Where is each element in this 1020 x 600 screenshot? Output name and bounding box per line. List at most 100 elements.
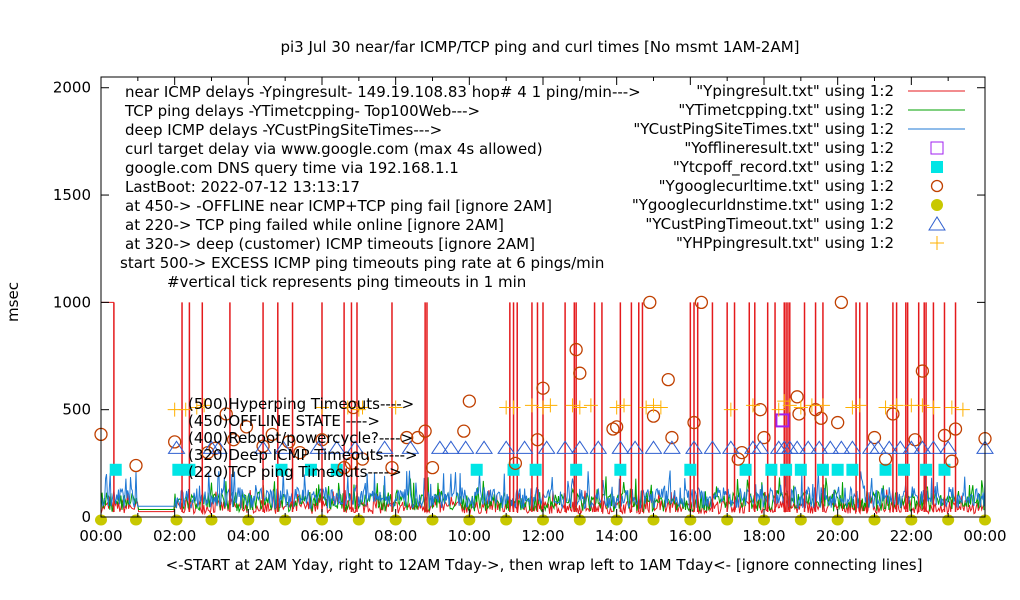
dns-time-point xyxy=(129,514,142,526)
curl-time-point xyxy=(757,430,771,445)
cust-ping-timeout-point xyxy=(626,440,645,454)
hyperping-point xyxy=(506,400,521,415)
tcp-timeout-point xyxy=(275,463,288,476)
hyperping-point xyxy=(340,400,355,415)
legend-label: "Ygooglecurltime.txt" using 1:2 xyxy=(659,177,894,195)
hyperping-point xyxy=(572,400,587,415)
cust-ping-timeout-point xyxy=(346,440,365,454)
cust-ping-timeout-point xyxy=(869,440,888,454)
curl-time-point xyxy=(337,460,351,475)
hyperping-point xyxy=(639,400,654,415)
y-tick-label: 2000 xyxy=(53,79,91,97)
annotation-text: at 450-> -OFFLINE near ICMP+TCP ping fai… xyxy=(125,197,552,215)
hyperping-point xyxy=(646,398,661,413)
cust-ping-timeout-point xyxy=(751,440,770,454)
cust-ping-timeout-point xyxy=(810,440,829,454)
inline-labels: (500)Hyperping Timeouts---->(450)OFFLINE… xyxy=(188,395,418,481)
cust-ping-timeout-point xyxy=(430,440,449,454)
hyperping-point xyxy=(944,400,959,415)
annotation-text: near ICMP delays -Ypingresult- 149.19.10… xyxy=(125,83,641,101)
tcp-timeout-point xyxy=(109,463,122,476)
annotation-text: TCP ping delays -YTimetcpping- Top100Web… xyxy=(124,102,480,120)
x-tick-label: 22:00 xyxy=(890,527,933,545)
inline-label: (450)OFFLINE STATE ----> xyxy=(188,412,380,430)
cust-ping-timeout-point xyxy=(570,440,589,454)
y-tick-label: 0 xyxy=(81,508,91,526)
curl-time-point xyxy=(915,364,930,378)
cust-ping-timeout-point xyxy=(456,440,475,454)
cust-ping-timeout-point xyxy=(497,440,516,454)
hyperping-point xyxy=(617,398,632,413)
cust-ping-timeout-point xyxy=(662,440,681,454)
cust-ping-timeout-point xyxy=(939,440,958,454)
cust-ping-timeout-point xyxy=(441,440,460,454)
curl-time-point xyxy=(385,460,399,475)
cust-ping-timeout-point xyxy=(891,440,910,454)
cust-ping-timeout-point xyxy=(556,440,575,454)
hyperping-point xyxy=(723,402,738,417)
curl-time-point xyxy=(867,430,882,445)
cust-ping-timeout-point xyxy=(375,440,394,454)
curl-time-point xyxy=(687,415,701,430)
curl-time-point xyxy=(315,433,329,447)
annotation-text: #vertical tick represents ping timeouts … xyxy=(167,273,526,291)
cust-ping-timeout-point xyxy=(924,440,943,454)
tcp-timeout-point xyxy=(172,463,185,476)
cust-ping-timeout-point xyxy=(685,440,703,454)
annotation-text: start 500-> EXCESS ICMP ping timeouts pi… xyxy=(120,254,604,272)
cust-ping-timeout-point xyxy=(821,440,840,454)
cust-ping-timeout-point xyxy=(167,440,186,454)
legend-open-square-swatch xyxy=(930,141,944,155)
axes: 0 500 1000 1500 2000 00:00 02:00 04:00 06:00 08:0… xyxy=(53,76,1007,545)
tcp-timeout-point xyxy=(529,463,542,476)
hyperping-point xyxy=(926,400,941,415)
tcp-timeout-point xyxy=(816,463,829,476)
curl-time-point xyxy=(790,390,804,404)
offline-point xyxy=(775,413,790,428)
tcp-timeout-point xyxy=(831,463,844,476)
curl-time-point xyxy=(226,433,241,447)
legend-label: "YCustPingTimeout.txt" using 1:2 xyxy=(645,215,894,233)
cust-ping-timeout-point xyxy=(644,440,663,454)
x-tick-label: 08:00 xyxy=(374,527,417,545)
tcp-timeout-point xyxy=(780,463,793,476)
curl-time-point xyxy=(948,422,963,436)
x-tick-label: 00:00 xyxy=(963,527,1006,545)
curl-time-point xyxy=(643,295,657,310)
curl-time-point xyxy=(508,456,523,470)
hyperping-point xyxy=(889,398,904,413)
hyperping-point xyxy=(189,400,204,415)
annotation-text: deep ICMP delays -YCustPingSiteTimes---> xyxy=(125,121,442,139)
cust-ping-timeout-point xyxy=(843,440,862,454)
cust-ping-timeout-point xyxy=(515,440,534,454)
cust-ping-timeout-point xyxy=(209,440,228,454)
hyperping-point xyxy=(543,398,558,413)
cust-ping-timeout-point xyxy=(401,440,420,454)
tcp-timeout-point xyxy=(938,463,951,476)
cust-ping-timeout-point xyxy=(611,440,630,454)
tcp-timeout-point xyxy=(470,463,483,476)
cust-ping-timeout-point xyxy=(309,440,328,454)
curl-time-point xyxy=(814,411,828,425)
cust-ping-timeout-point xyxy=(327,440,346,454)
hyperping-point xyxy=(915,398,930,413)
curl-time-point xyxy=(411,430,425,445)
curl-time-point xyxy=(831,415,845,430)
curl-time-point xyxy=(834,295,848,310)
hyperping-point xyxy=(852,398,867,413)
curl-time-point xyxy=(606,422,620,436)
curl-time-point xyxy=(530,433,545,447)
tcp-timeout-point xyxy=(794,463,807,476)
hyperping-point xyxy=(565,398,580,413)
curl-time-point xyxy=(536,381,550,395)
hyperping-point xyxy=(524,398,539,413)
hyperping-point xyxy=(845,400,860,415)
tcp-timeout-point xyxy=(684,463,697,476)
cust-ping-timeout-point xyxy=(274,440,293,454)
curl-time-point xyxy=(937,428,952,443)
hyperping-point xyxy=(745,398,760,413)
x-tick-label: 04:00 xyxy=(227,527,270,545)
cust-ping-timeout-point xyxy=(721,440,740,454)
curl-time-point xyxy=(908,433,922,447)
